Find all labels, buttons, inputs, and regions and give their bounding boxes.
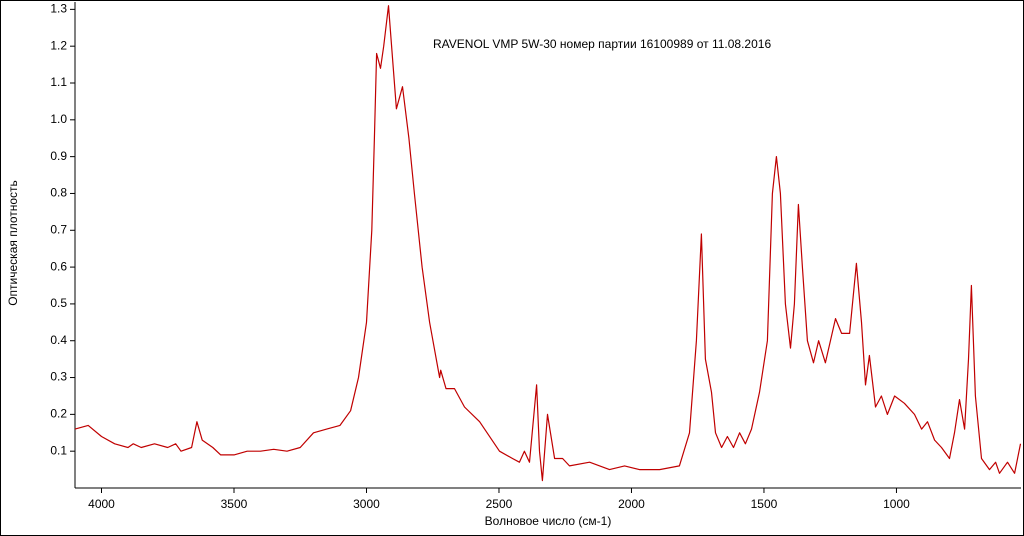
x-tick-label: 1000 [883, 497, 910, 511]
x-axis-label: Волновое число (см-1) [485, 514, 612, 528]
spectrum-line [74, 5, 1022, 482]
x-tick-label: 4000 [88, 497, 115, 511]
y-tick-label: 0.5 [50, 296, 67, 310]
y-tick-label: 1.1 [50, 75, 67, 89]
y-tick-label: 0.3 [50, 370, 67, 384]
x-tick-label: 3000 [353, 497, 380, 511]
y-tick-label: 0.4 [50, 333, 67, 347]
y-tick-label: 0.6 [50, 259, 67, 273]
x-tick-label: 3500 [221, 497, 248, 511]
y-axis-label: Оптическая плотность [6, 180, 20, 306]
y-tick-label: 1.3 [50, 2, 67, 16]
x-tick-label: 1500 [751, 497, 778, 511]
chart-title: RAVENOL VMP 5W-30 номер партии 16100989 … [433, 37, 771, 51]
y-tick-label: 1.0 [50, 112, 67, 126]
y-tick-label: 0.7 [50, 222, 67, 236]
y-tick-label: 0.1 [50, 443, 67, 457]
y-tick-label: 0.2 [50, 407, 67, 421]
y-tick-label: 1.2 [50, 38, 67, 52]
y-tick-label: 0.8 [50, 186, 67, 200]
x-tick-label: 2500 [486, 497, 513, 511]
y-tick-label: 0.9 [50, 149, 67, 163]
x-tick-label: 2000 [618, 497, 645, 511]
